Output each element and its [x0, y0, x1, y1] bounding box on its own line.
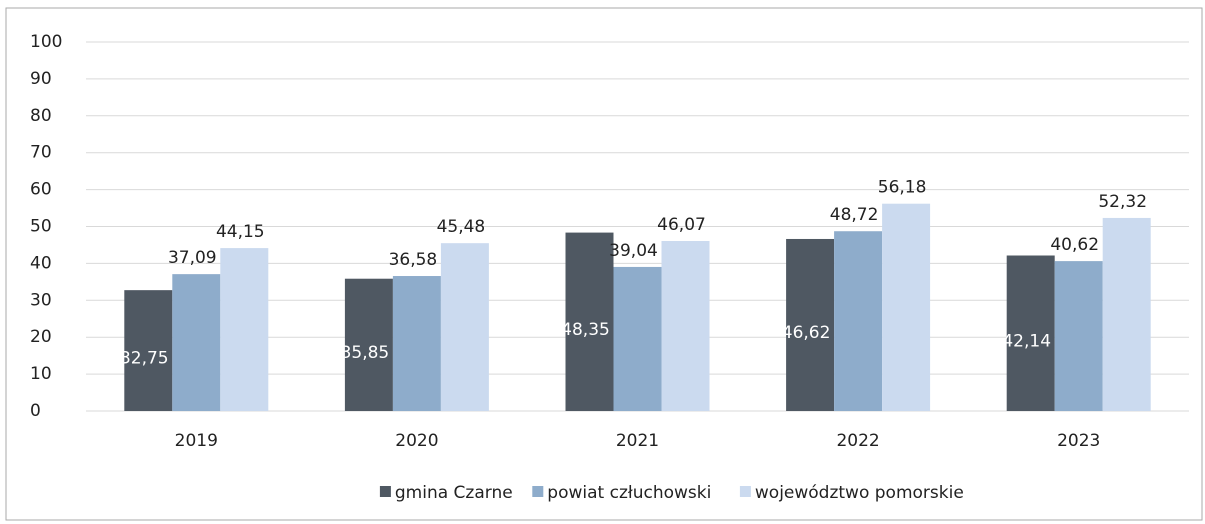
y-tick-label: 90 — [30, 69, 52, 89]
data-label: 32,75 — [120, 349, 169, 369]
x-tick-label: 2021 — [616, 431, 659, 451]
bar — [392, 276, 441, 411]
legend-label: gmina Czarne — [395, 483, 513, 503]
legend-swatch — [739, 486, 751, 497]
bar — [1006, 255, 1055, 411]
chart-frame — [5, 7, 1203, 521]
data-label: 46,62 — [782, 323, 831, 343]
legend-label: województwo pomorskie — [755, 483, 964, 503]
data-label: 48,72 — [830, 205, 879, 225]
y-tick-label: 100 — [30, 32, 62, 52]
bar — [565, 232, 614, 411]
bar — [882, 203, 931, 411]
legend-swatch — [379, 486, 391, 497]
x-tick-label: 2019 — [175, 431, 218, 451]
bar — [1054, 261, 1103, 411]
y-tick-label: 10 — [30, 364, 52, 384]
bar — [124, 290, 173, 411]
legend-swatch — [532, 486, 544, 497]
bar — [344, 278, 393, 411]
x-tick-label: 2020 — [395, 431, 438, 451]
y-tick-label: 70 — [30, 143, 52, 163]
data-label: 46,07 — [657, 215, 706, 235]
x-tick-label: 2023 — [1057, 431, 1100, 451]
data-label: 48,35 — [561, 320, 610, 340]
data-label: 36,58 — [389, 250, 438, 270]
bar — [834, 231, 883, 411]
data-label: 40,62 — [1050, 235, 1099, 255]
y-tick-label: 50 — [30, 217, 52, 237]
data-label: 45,48 — [437, 217, 486, 237]
y-tick-label: 0 — [30, 401, 41, 421]
bar — [172, 274, 221, 411]
data-label: 56,18 — [878, 178, 927, 198]
bar — [661, 241, 710, 411]
bar — [220, 248, 269, 411]
data-label: 42,14 — [1002, 331, 1051, 351]
data-label: 37,09 — [168, 248, 217, 268]
data-label: 52,32 — [1098, 192, 1147, 212]
y-tick-label: 80 — [30, 106, 52, 126]
x-tick-label: 2022 — [836, 431, 879, 451]
bar — [1102, 217, 1151, 411]
data-label: 44,15 — [216, 222, 265, 242]
y-tick-label: 40 — [30, 253, 52, 273]
bar — [440, 243, 489, 411]
data-label: 35,85 — [341, 343, 390, 363]
bar — [786, 238, 835, 411]
y-tick-label: 20 — [30, 327, 52, 347]
data-label: 39,04 — [609, 241, 658, 261]
bar — [613, 266, 662, 411]
y-tick-label: 60 — [30, 180, 52, 200]
y-tick-label: 30 — [30, 290, 52, 310]
legend-label: powiat człuchowski — [547, 483, 711, 503]
